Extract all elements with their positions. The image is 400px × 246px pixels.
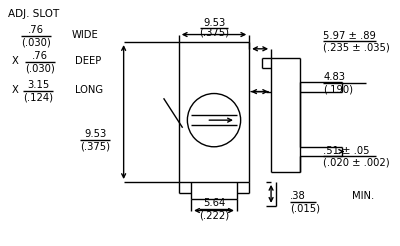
- Text: ADJ. SLOT: ADJ. SLOT: [8, 9, 59, 19]
- Text: .76: .76: [28, 25, 44, 35]
- Text: (.015): (.015): [290, 204, 320, 214]
- Text: (.375): (.375): [199, 28, 229, 38]
- Text: DEEP: DEEP: [75, 56, 101, 66]
- Text: .51 ± .05: .51 ± .05: [323, 146, 370, 155]
- Text: 9.53: 9.53: [84, 129, 106, 139]
- Text: 5.64: 5.64: [203, 198, 225, 208]
- Text: 4.83: 4.83: [323, 72, 345, 82]
- Text: X: X: [12, 85, 18, 95]
- Text: LONG: LONG: [75, 85, 103, 95]
- Text: (.020 ± .002): (.020 ± .002): [323, 158, 390, 168]
- Text: (.222): (.222): [199, 210, 229, 220]
- Text: WIDE: WIDE: [71, 30, 98, 40]
- Text: .38: .38: [290, 191, 306, 201]
- Text: 3.15: 3.15: [27, 80, 49, 90]
- Text: (.030): (.030): [25, 64, 55, 74]
- Text: .76: .76: [32, 51, 48, 62]
- Text: X: X: [12, 56, 18, 66]
- Text: (.124): (.124): [23, 92, 53, 102]
- Text: (.235 ± .035): (.235 ± .035): [323, 43, 390, 53]
- Text: 5.97 ± .89: 5.97 ± .89: [323, 31, 376, 41]
- Text: (.375): (.375): [80, 142, 110, 152]
- Text: 9.53: 9.53: [203, 18, 225, 28]
- Text: (.190): (.190): [323, 85, 353, 95]
- Text: MIN.: MIN.: [352, 191, 374, 201]
- Text: (.030): (.030): [21, 37, 51, 47]
